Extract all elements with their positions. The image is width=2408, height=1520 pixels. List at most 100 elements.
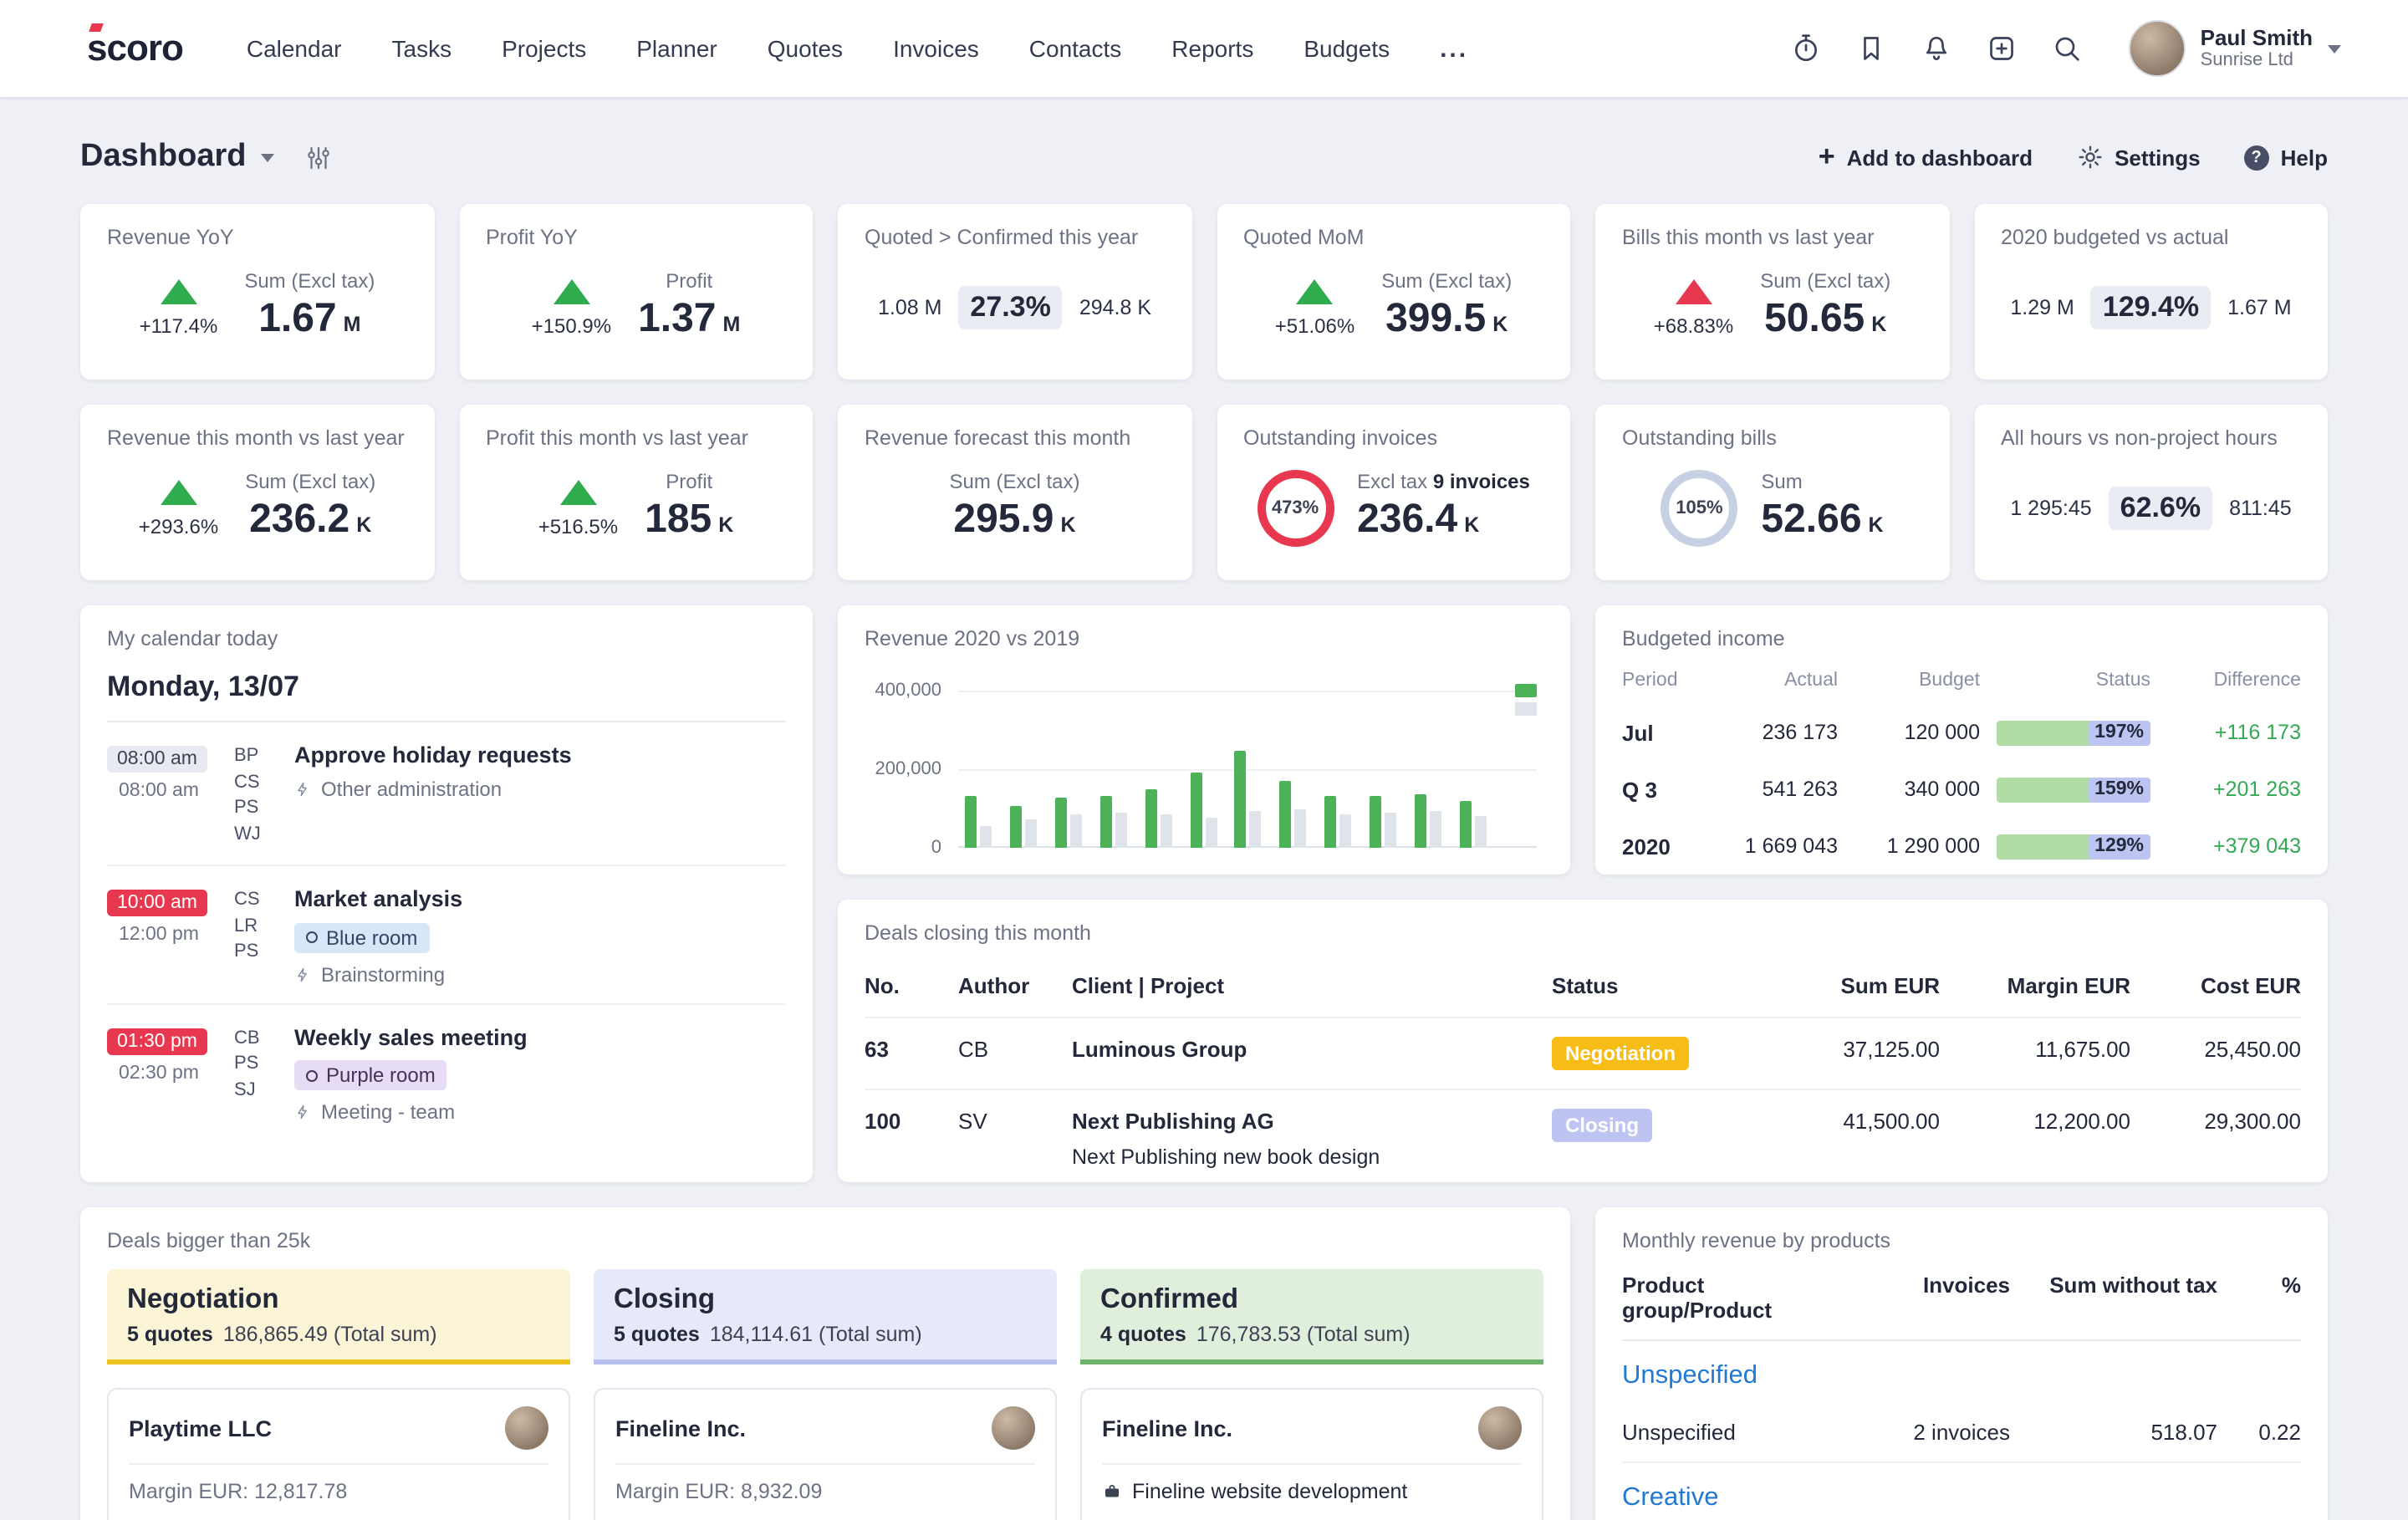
deal-card[interactable]: Playtime LLC Margin EUR: 12,817.78 Estim… [107, 1388, 570, 1520]
kpi-card-hours-vs-nonproject[interactable]: All hours vs non-project hours 1 295:45 … [1974, 405, 2328, 580]
kpi-card-budgeted-vs-actual[interactable]: 2020 budgeted vs actual 1.29 M 129.4% 1.… [1974, 204, 2328, 380]
table-row[interactable]: Q 3 541 263 340 000 159% +201 263 [1622, 761, 2301, 818]
deal-company[interactable]: Playtime LLC [129, 1415, 272, 1441]
bar-group[interactable] [965, 691, 992, 848]
bar-2019[interactable] [1385, 814, 1396, 848]
bar-2019[interactable] [1070, 815, 1082, 848]
event-title[interactable]: Market analysis [294, 886, 786, 911]
page-title[interactable]: Dashboard [80, 139, 247, 176]
event-title[interactable]: Weekly sales meeting [294, 1024, 786, 1049]
timer-icon[interactable] [1789, 32, 1823, 65]
search-icon[interactable] [2050, 32, 2084, 65]
nav-item-contacts[interactable]: Contacts [1029, 35, 1122, 62]
calendar-event[interactable]: 08:00 am 08:00 am BP CS PS WJ Approve ho… [107, 722, 786, 865]
table-row[interactable]: 2020 1 669 043 1 290 000 129% +379 043 [1622, 818, 2301, 875]
nav-item-calendar[interactable]: Calendar [247, 35, 342, 62]
bar-2020[interactable] [1325, 797, 1337, 848]
bar-2020[interactable] [1415, 794, 1426, 848]
bar-2019[interactable] [1475, 816, 1487, 848]
deal-project[interactable]: Fineline website development [1102, 1480, 1522, 1503]
column-header: Difference [2167, 671, 2301, 691]
deal-card[interactable]: Fineline Inc. Fineline website developme… [1080, 1388, 1543, 1520]
deal-company[interactable]: Fineline Inc. [1102, 1415, 1232, 1441]
bar-group[interactable] [1415, 691, 1441, 848]
bar-2020[interactable] [1235, 750, 1247, 848]
calendar-event[interactable]: 01:30 pm 02:30 pm CB PS SJ Weekly sales … [107, 1002, 786, 1140]
table-row[interactable]: 63 CB Luminous Group Negotiation 37,125.… [865, 1017, 2301, 1089]
bar-2020[interactable] [1055, 798, 1067, 848]
chevron-down-icon [2328, 44, 2341, 53]
add-to-dashboard-button[interactable]: Add to dashboard [1819, 145, 2033, 170]
sliders-icon[interactable] [305, 143, 334, 171]
kpi-card-quoted-confirmed[interactable]: Quoted > Confirmed this year 1.08 M 27.3… [838, 204, 1191, 380]
deal-company[interactable]: Fineline Inc. [615, 1415, 746, 1441]
kpi-card-profit-this-month[interactable]: Profit this month vs last year +516.5% P… [459, 405, 813, 580]
bar-2020[interactable] [1460, 802, 1472, 848]
bar-2019[interactable] [1250, 812, 1262, 848]
bar-2020[interactable] [1370, 796, 1381, 848]
nav-item-budgets[interactable]: Budgets [1303, 35, 1390, 62]
bell-icon[interactable] [1920, 32, 1953, 65]
bar-group[interactable] [1010, 691, 1037, 848]
kpi-card-revenue-forecast[interactable]: Revenue forecast this month Sum (Excl ta… [838, 405, 1191, 580]
nav-item-tasks[interactable]: Tasks [392, 35, 452, 62]
kpi-card-quoted-mom[interactable]: Quoted MoM +51.06% Sum (Excl tax) 399.5K [1217, 204, 1570, 380]
bar-group[interactable] [1325, 691, 1352, 848]
bar-2019[interactable] [1160, 814, 1171, 848]
bar-2020[interactable] [1190, 773, 1201, 848]
nav-item-projects[interactable]: Projects [502, 35, 586, 62]
bookmark-icon[interactable] [1854, 32, 1888, 65]
add-icon[interactable] [1985, 32, 2018, 65]
pipeline-stage-header[interactable]: Closing 5 quotes184,114.61 (Total sum) [594, 1269, 1057, 1364]
kpi-card-outstanding-invoices[interactable]: Outstanding invoices 473% Excl tax 9 inv… [1217, 405, 1570, 580]
bar-group[interactable] [1099, 691, 1126, 848]
bar-2019[interactable] [1025, 819, 1037, 848]
kpi-card-outstanding-bills[interactable]: Outstanding bills 105% Sum 52.66K [1595, 405, 1949, 580]
kpi-card-profit-yoy[interactable]: Profit YoY +150.9% Profit 1.37M [459, 204, 813, 380]
kpi-card-revenue-yoy[interactable]: Revenue YoY +117.4% Sum (Excl tax) 1.67M [80, 204, 434, 380]
status-badge-closing: Closing [1552, 1109, 1652, 1142]
dashboard-dropdown-caret-icon[interactable] [262, 153, 275, 161]
table-row[interactable]: Unspecified 2 invoices 518.07 0.22 [1622, 1405, 2301, 1463]
pipeline-stage-header[interactable]: Negotiation 5 quotes186,865.49 (Total su… [107, 1269, 570, 1364]
bar-group[interactable] [1370, 691, 1396, 848]
bar-2019[interactable] [1430, 811, 1441, 848]
bar-2020[interactable] [1010, 805, 1022, 848]
product-group-link[interactable]: Unspecified [1622, 1341, 2301, 1405]
bar-group[interactable] [1460, 691, 1487, 848]
table-row[interactable]: Jul 236 173 120 000 197% +116 173 [1622, 704, 2301, 761]
bar-2019[interactable] [980, 826, 992, 848]
column-header: Budget [1854, 671, 1980, 691]
bar-2019[interactable] [1340, 815, 1352, 848]
nav-item-quotes[interactable]: Quotes [768, 35, 843, 62]
bar-2019[interactable] [1295, 810, 1307, 848]
user-menu[interactable]: Paul Smith Sunrise Ltd [2129, 20, 2341, 77]
bar-2019[interactable] [1205, 817, 1217, 848]
product-group-link[interactable]: Creative [1622, 1463, 2301, 1520]
bar-group[interactable] [1190, 691, 1217, 848]
event-title[interactable]: Approve holiday requests [294, 742, 786, 768]
nav-more-button[interactable]: ... [1440, 34, 1468, 63]
kpi-card-revenue-this-month[interactable]: Revenue this month vs last year +293.6% … [80, 405, 434, 580]
kpi-card-bills-vs-last-year[interactable]: Bills this month vs last year +68.83% Su… [1595, 204, 1949, 380]
bar-group[interactable] [1055, 691, 1082, 848]
project-name[interactable]: Next Publishing new book design [1072, 1145, 1538, 1169]
calendar-event[interactable]: 10:00 am 12:00 pm CS LR PS Market analys… [107, 865, 786, 1002]
bar-2020[interactable] [1145, 789, 1156, 849]
nav-item-reports[interactable]: Reports [1171, 35, 1253, 62]
scoro-logo[interactable]: scoro [87, 27, 183, 70]
bar-2020[interactable] [1099, 796, 1111, 849]
pipeline-stage-header[interactable]: Confirmed 4 quotes176,783.53 (Total sum) [1080, 1269, 1543, 1364]
bar-2020[interactable] [1280, 780, 1292, 848]
nav-item-planner[interactable]: Planner [636, 35, 717, 62]
bar-2019[interactable] [1115, 813, 1126, 848]
bar-group[interactable] [1280, 691, 1307, 848]
deal-card[interactable]: Fineline Inc. Margin EUR: 8,932.09 Estim… [594, 1388, 1057, 1520]
settings-button[interactable]: Settings [2076, 144, 2201, 171]
bar-group[interactable] [1145, 691, 1171, 848]
table-row[interactable]: 100 SV Next Publishing AGNext Publishing… [865, 1089, 2301, 1182]
bar-group[interactable] [1235, 691, 1262, 848]
bar-2020[interactable] [965, 797, 977, 848]
nav-item-invoices[interactable]: Invoices [893, 35, 979, 62]
help-button[interactable]: Help [2244, 145, 2328, 170]
